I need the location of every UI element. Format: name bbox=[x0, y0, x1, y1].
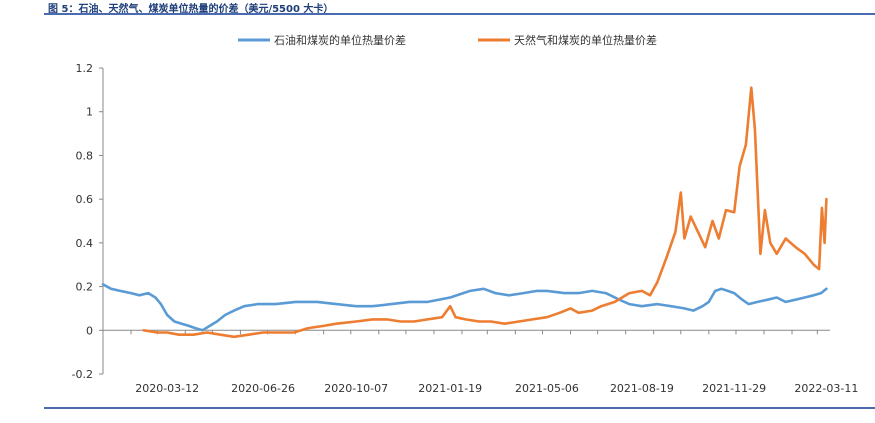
x-tick-label: 2020-03-12 bbox=[135, 382, 199, 395]
y-tick-label: 1 bbox=[86, 106, 93, 119]
title-rule bbox=[44, 13, 875, 15]
x-tick-label: 2021-01-19 bbox=[418, 382, 482, 395]
series-line-gas-coal bbox=[142, 86, 828, 339]
x-tick-label: 2021-05-06 bbox=[515, 382, 579, 395]
legend-item-oil-coal-label: 石油和煤炭的单位热量价差 bbox=[274, 33, 406, 47]
x-tick-label: 2021-08-19 bbox=[610, 382, 674, 395]
figure-title: 图 5：石油、天然气、煤炭单位热量的价差（美元/5500 大卡） bbox=[48, 4, 334, 15]
y-tick-label: -0.2 bbox=[72, 368, 93, 381]
y-tick-label: 0 bbox=[86, 324, 93, 337]
x-tick-label: 2021-11-29 bbox=[702, 382, 766, 395]
x-tick-label: 2020-06-26 bbox=[231, 382, 295, 395]
legend-item-gas-coal-label: 天然气和煤炭的单位热量价差 bbox=[514, 33, 657, 47]
series-line-oil-coal bbox=[101, 283, 828, 332]
axes: -0.2 0 0.2 0.4 0.6 0.8 1 1.2 2020-03-12 2020-06-2… bbox=[72, 62, 859, 395]
x-tick-label: 2020-10-07 bbox=[324, 382, 388, 395]
bottom-rule bbox=[44, 407, 875, 409]
y-tick-label: 0.4 bbox=[76, 237, 94, 250]
y-tick-label: 0.6 bbox=[76, 193, 94, 206]
y-tick-label: 1.2 bbox=[76, 62, 94, 75]
y-tick-label: 0.8 bbox=[76, 149, 94, 162]
y-tick-label: 0.2 bbox=[76, 281, 94, 294]
source-note-cropped bbox=[48, 414, 348, 423]
series-layer bbox=[101, 86, 828, 339]
x-tick-label: 2022-03-11 bbox=[794, 382, 858, 395]
legend: 石油和煤炭的单位热量价差 天然气和煤炭的单位热量价差 bbox=[238, 33, 657, 47]
